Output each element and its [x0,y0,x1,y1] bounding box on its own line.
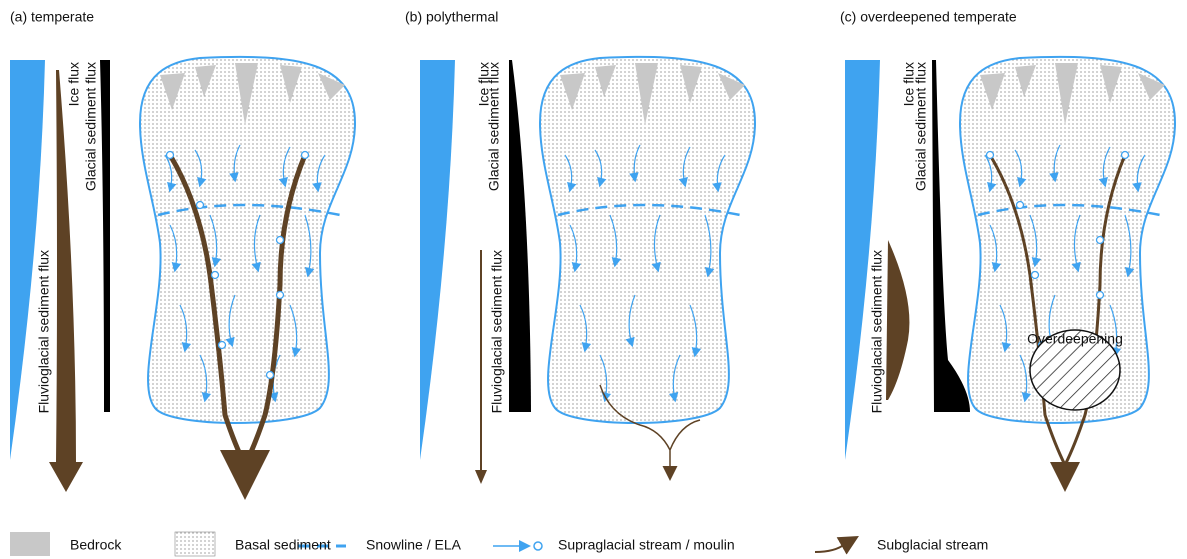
moulin [197,202,204,209]
legend-label: Bedrock [70,537,122,553]
moulin [212,272,219,279]
ice-flux-wedge [420,60,455,460]
moulin [277,292,284,299]
glacier [540,57,755,475]
moulin [1097,237,1104,244]
moulin [302,152,309,159]
legend-label: Subglacial stream [877,537,988,553]
legend-label: Snowline / ELA [366,537,462,553]
moulin [987,152,994,159]
legend-subglacial-swatch [815,540,852,552]
moulin [1032,272,1039,279]
legend-bedrock-swatch [10,532,50,556]
panel-title: (b) polythermal [405,9,498,25]
moulin [219,342,226,349]
moulin [267,372,274,379]
moulin [1122,152,1129,159]
legend-label: Basal sediment [235,537,331,553]
legend: Bedrock Basal sediment Snowline / ELA Su… [10,532,988,556]
fluvio-flux-wedge [475,250,487,484]
glacial-flux-label: Glacial sediment flux [913,62,929,191]
glacial-flux-label: Glacial sediment flux [486,62,502,191]
diagram: (a) temperateIce fluxGlacial sediment fl… [0,0,1187,559]
fluvio-flux-label: Fluvioglacial sediment flux [869,250,885,413]
glacial-flux-wedge [100,60,110,412]
glacier [140,57,355,480]
panel-title: (a) temperate [10,9,94,25]
fluvio-flux-wedge [49,70,83,492]
glacier: Overdeepening [960,57,1175,480]
panel-title: (c) overdeepened temperate [840,9,1017,25]
moulin [1097,292,1104,299]
glacial-flux-label: Glacial sediment flux [83,62,99,191]
glacial-flux-wedge [509,60,531,412]
legend-sediment-swatch [175,532,215,556]
moulin [1017,202,1024,209]
moulin [277,237,284,244]
fluvio-flux-wedge [886,240,909,400]
fluvio-flux-label: Fluvioglacial sediment flux [36,250,52,413]
ice-flux-label: Ice flux [66,62,82,106]
overdeepening-label: Overdeepening [1027,331,1123,347]
legend-label: Supraglacial stream / moulin [558,537,735,553]
fluvio-flux-label: Fluvioglacial sediment flux [489,250,505,413]
legend-moulin-swatch [534,542,542,550]
moulin [167,152,174,159]
